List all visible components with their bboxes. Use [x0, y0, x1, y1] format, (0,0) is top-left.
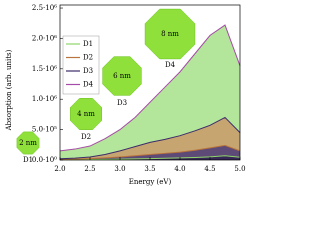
x-axis-label: Energy (eV): [129, 178, 172, 186]
x-tick-label: 5.0: [234, 165, 245, 173]
particle: [70, 98, 102, 130]
area-fill: [60, 145, 240, 160]
particle: [16, 131, 40, 155]
legend-label: D4: [83, 81, 94, 89]
x-tick-label: 3.5: [144, 165, 155, 173]
legend-label: D1: [83, 40, 93, 48]
y-tick-label: 0.0·10⁰: [32, 156, 57, 164]
particle: [102, 56, 142, 96]
series-line: [59, 24, 241, 152]
chart: Absorption (arb. units) Energy (eV) 0.0·…: [5, 4, 246, 186]
area-fill: [60, 25, 240, 160]
x-tick-label: 4.5: [204, 165, 215, 173]
legend-label: D3: [83, 67, 93, 75]
x-tick-label: 2.0: [54, 165, 65, 173]
particle-size: 2 nm: [19, 139, 37, 147]
particle: [144, 8, 196, 60]
particle-size: 4 nm: [77, 110, 95, 118]
y-tick-label: 5.0·10⁵: [32, 126, 57, 134]
y-tick-label: 1.5·10⁶: [32, 65, 57, 73]
area-fill: [60, 155, 240, 160]
particle-size: 6 nm: [113, 72, 131, 80]
particle-label: D1: [23, 156, 33, 164]
x-tick-label: 4.0: [174, 165, 185, 173]
area-fill: [60, 117, 240, 160]
particle-label: D3: [117, 99, 127, 107]
particle-label: D4: [165, 61, 176, 69]
particle-size: 8 nm: [161, 30, 179, 38]
x-tick-label: 2.5: [84, 165, 95, 173]
series-line: [59, 116, 241, 160]
y-axis-label: Absorption (arb. units): [5, 49, 13, 131]
y-tick-label: 1.0·10⁶: [32, 95, 57, 103]
y-tick-label: 2.0·10⁶: [32, 34, 57, 42]
y-tick-label: 2.5·10⁶: [32, 4, 57, 12]
legend-label: D2: [83, 54, 93, 62]
x-tick-label: 3.0: [114, 165, 125, 173]
particle-label: D2: [81, 133, 91, 141]
legend-box: [62, 35, 100, 95]
